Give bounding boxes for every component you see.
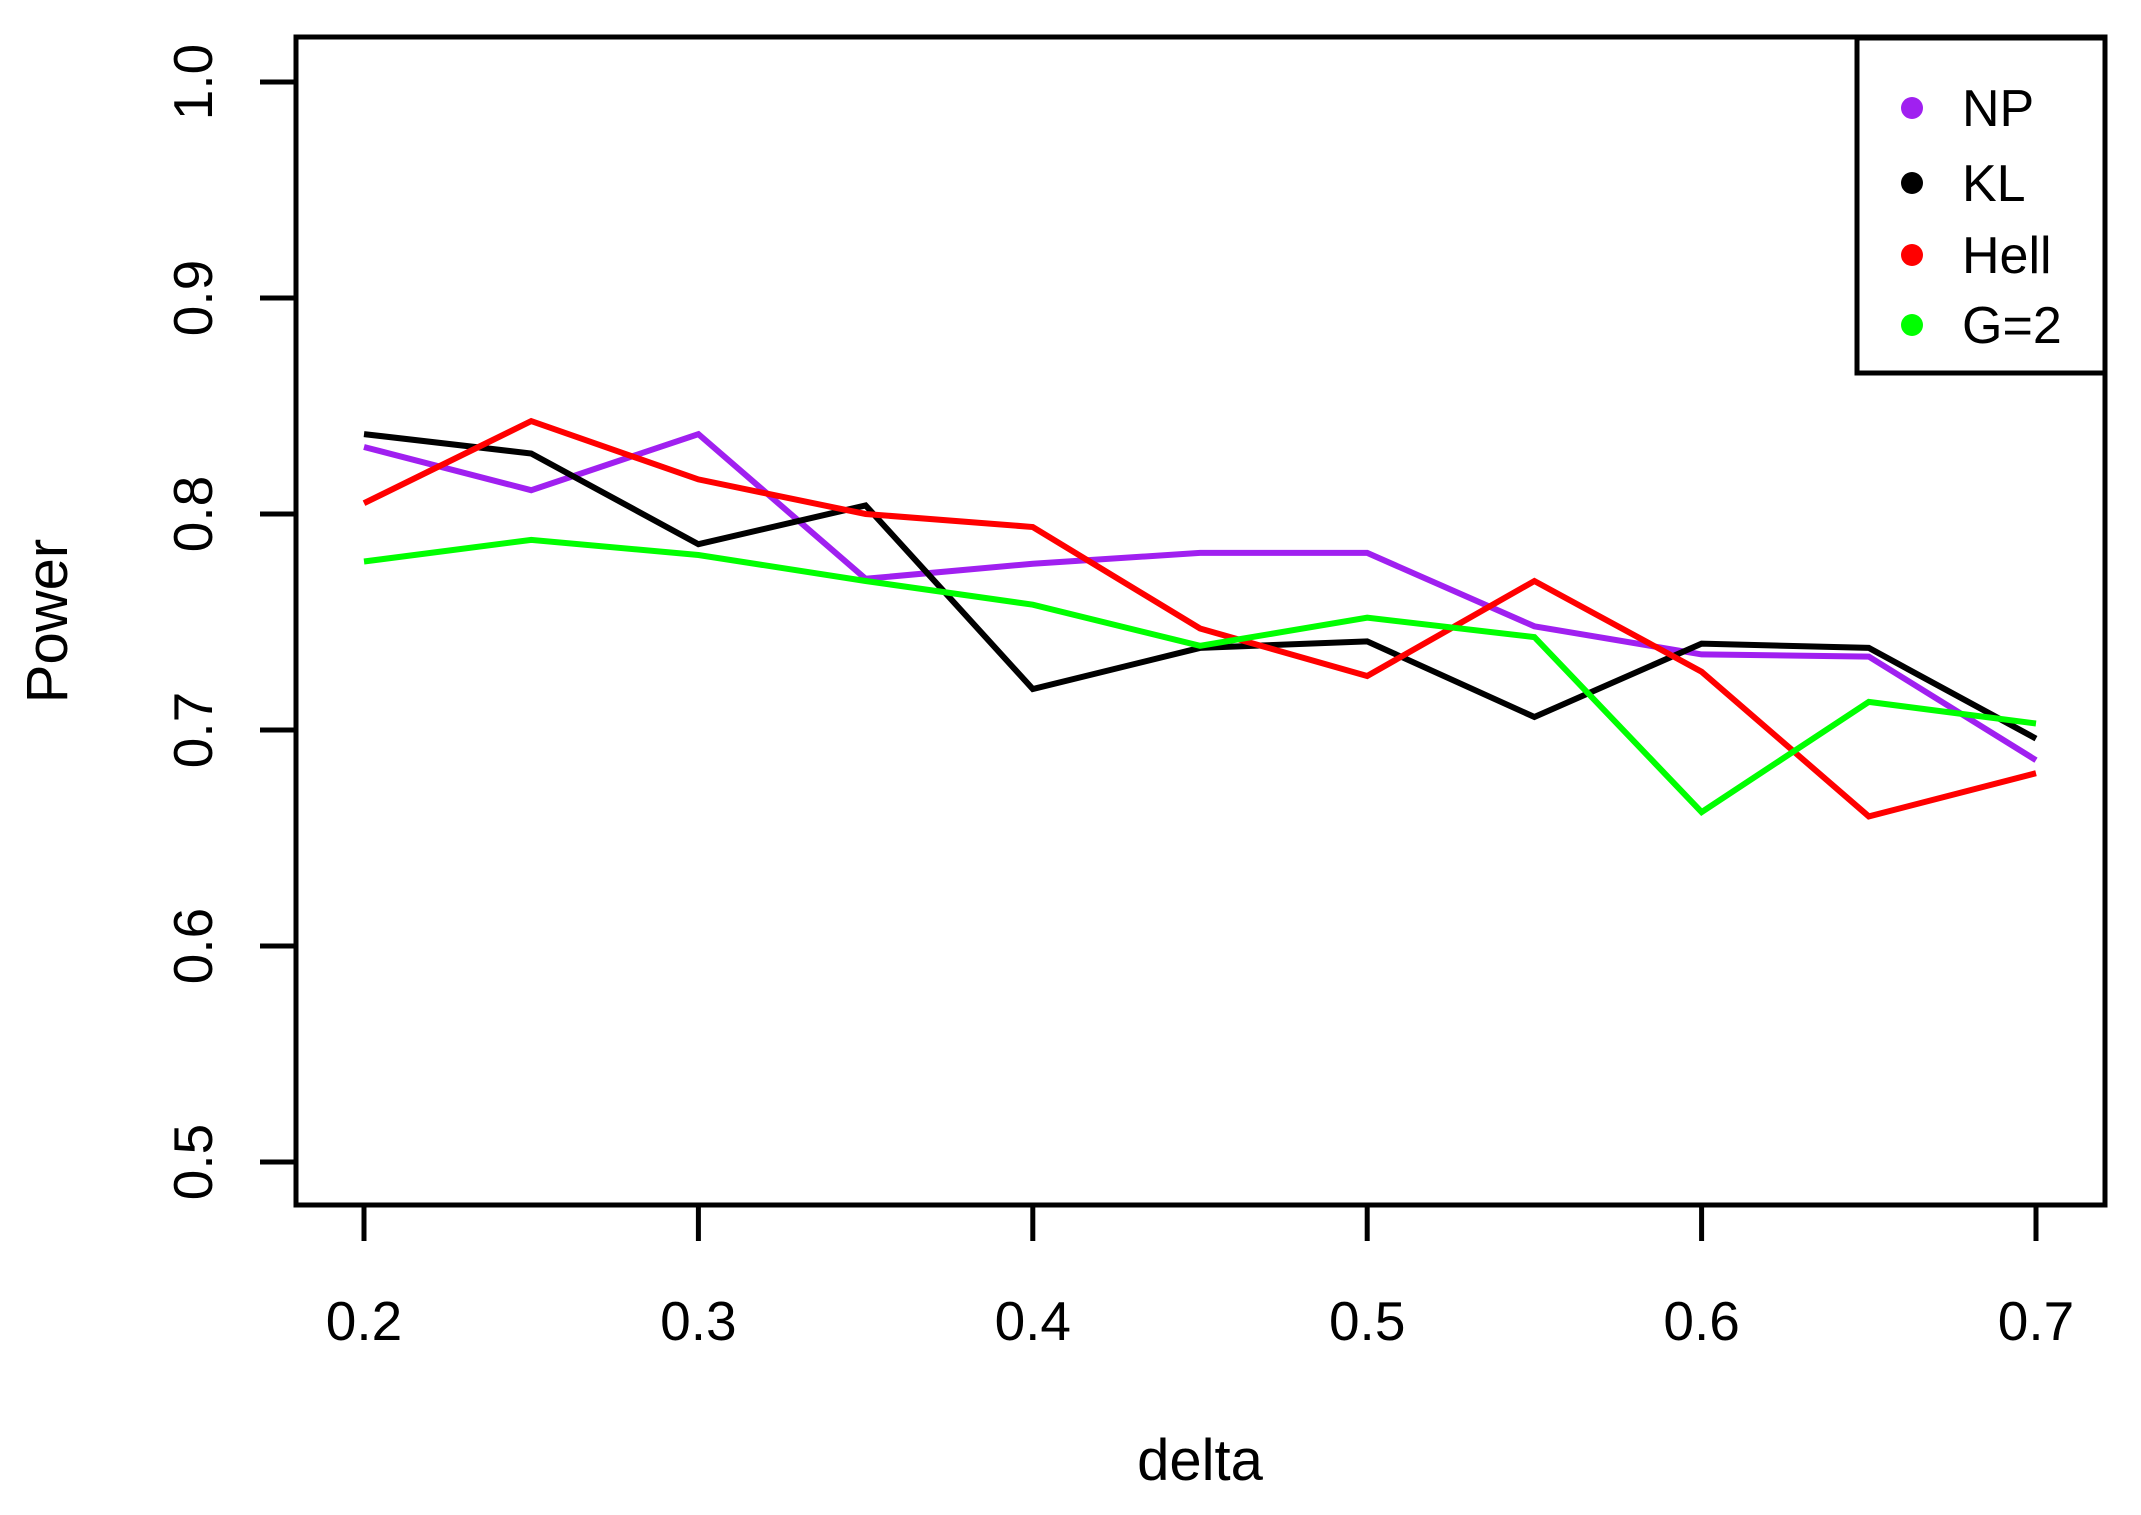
x-tick-label: 0.5 xyxy=(1329,1290,1405,1352)
x-tick-label: 0.2 xyxy=(326,1290,402,1352)
legend-box xyxy=(1854,35,2108,376)
x-axis-title: delta xyxy=(1137,1428,1264,1493)
x-tick-label: 0.6 xyxy=(1663,1290,1739,1352)
legend: NP KL Hell G=2 xyxy=(1854,35,2108,376)
legend-dot-KL xyxy=(1901,172,1923,194)
y-tick-label: 0.5 xyxy=(162,1124,224,1200)
legend-label-KL: KL xyxy=(1962,155,2026,213)
y-axis-tick-labels: 0.5 0.6 0.7 0.8 0.9 1.0 xyxy=(162,44,224,1200)
series-line-G=2 xyxy=(363,536,2037,816)
x-tick-label: 0.7 xyxy=(1998,1290,2074,1352)
legend-dot-Hell xyxy=(1901,244,1923,266)
y-axis-ticks xyxy=(260,79,296,1165)
x-axis-tick-labels: 0.2 0.3 0.4 0.5 0.6 0.7 xyxy=(326,1290,2074,1352)
x-axis-ticks xyxy=(361,1205,2039,1241)
y-axis-title: Power xyxy=(15,539,80,703)
y-tick-label: 1.0 xyxy=(162,44,224,120)
y-tick-label: 0.9 xyxy=(162,260,224,336)
legend-label-NP: NP xyxy=(1962,80,2034,138)
y-tick-label: 0.6 xyxy=(162,908,224,984)
legend-dot-G=2 xyxy=(1901,314,1923,336)
series-line-KL xyxy=(363,431,2038,742)
series-line-Hell xyxy=(362,417,2037,820)
data-series-lines xyxy=(362,417,2038,820)
x-tick-label: 0.4 xyxy=(995,1290,1071,1352)
y-tick-label: 0.8 xyxy=(162,476,224,552)
legend-dot-NP xyxy=(1901,97,1923,119)
legend-label-G=2: G=2 xyxy=(1962,297,2062,355)
y-tick-label: 0.7 xyxy=(162,692,224,768)
plot-area-border xyxy=(293,34,2108,1208)
series-line-NP xyxy=(363,430,2038,763)
legend-label-Hell: Hell xyxy=(1962,227,2052,285)
x-tick-label: 0.3 xyxy=(660,1290,736,1352)
